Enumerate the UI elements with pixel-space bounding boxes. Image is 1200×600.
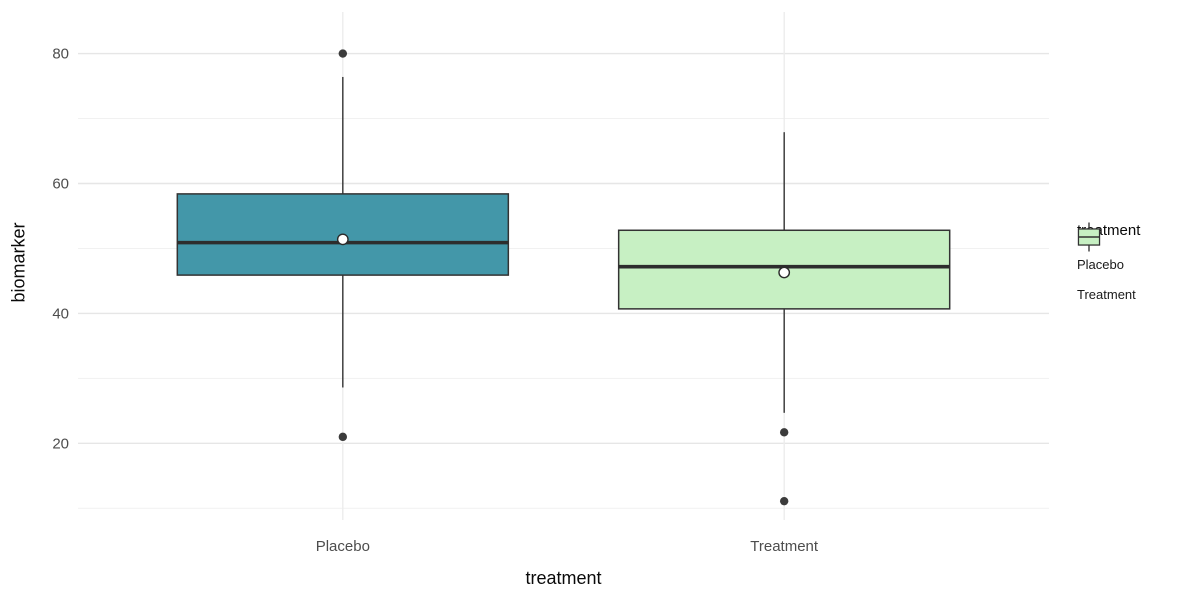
x-tick-label: Treatment xyxy=(750,538,819,555)
outlier-point-treatment xyxy=(779,428,789,437)
y-tick-label: 20 xyxy=(52,435,69,452)
mean-point-placebo xyxy=(336,233,349,246)
y-tick-label: 80 xyxy=(52,46,69,63)
outlier-point-treatment xyxy=(779,496,789,506)
legend-entry-label: Placebo xyxy=(1077,256,1124,272)
legend-entries: Placebo Treatment xyxy=(1077,222,1140,309)
legend-entry-treatment: Treatment xyxy=(1077,222,1140,309)
legend-key-boxplot-icon xyxy=(1077,222,1101,252)
legend-entry-placebo: Placebo xyxy=(1077,222,1140,279)
legend: treatment Placebo Treatment xyxy=(1077,222,1140,309)
mean-point-treatment xyxy=(778,266,791,279)
outlier-point-placebo xyxy=(338,432,348,442)
x-tick-label: Placebo xyxy=(316,538,370,555)
y-tick-label: 40 xyxy=(52,305,69,322)
x-axis-title: treatment xyxy=(525,568,602,588)
outlier-point-placebo xyxy=(338,49,348,58)
y-tick-label: 60 xyxy=(52,175,69,192)
legend-entry-label: Treatment xyxy=(1077,286,1136,302)
y-axis-title: biomarker xyxy=(8,222,29,303)
